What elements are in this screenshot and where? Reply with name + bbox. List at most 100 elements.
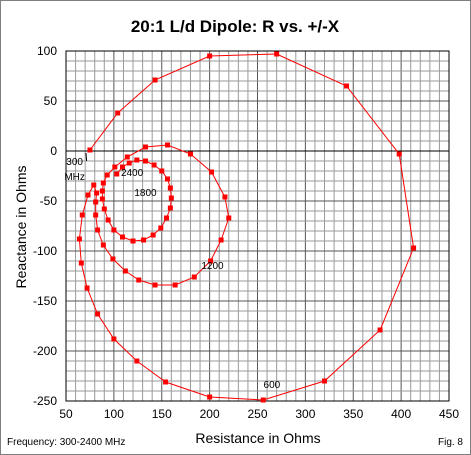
data-point-marker [100,242,106,248]
data-point-marker [119,164,125,170]
data-point-marker [226,215,232,221]
data-point-marker [322,378,328,384]
footer-frequency-note: Frequency: 300-2400 MHz [7,437,125,448]
plot-area-border [65,50,450,402]
data-point-marker [274,51,280,57]
data-point-marker [100,180,106,186]
grid [66,51,449,401]
x-tick-label: 350 [343,407,363,421]
y-tick-label: -50 [40,194,58,208]
data-point-marker [94,190,100,196]
data-point-marker [191,274,197,280]
frequency-label: 600 [264,380,281,391]
data-point-marker [101,206,107,212]
frequency-label: 300 [66,157,83,168]
data-point-marker [159,168,165,174]
data-point-marker [93,199,99,205]
data-point-marker [79,212,85,218]
x-tick-label: 300 [295,407,315,421]
data-point-marker [152,77,158,83]
frequency-label: 2400 [121,168,144,179]
data-point-marker [91,182,97,188]
data-point-marker [84,285,90,291]
data-point-marker [95,227,101,233]
data-point-marker [222,194,228,200]
x-tick-label: 50 [59,407,73,421]
data-point-marker [124,154,130,160]
data-point-marker [110,256,116,262]
data-point-marker [207,53,213,59]
data-point-marker [99,188,105,194]
data-point-marker [158,225,164,231]
data-point-marker [164,176,170,182]
data-point-marker [134,157,140,163]
data-point-marker [130,238,136,244]
data-point-marker [142,158,148,164]
y-axis-label: Reactance in Ohms [13,166,29,289]
y-tick-label: -100 [33,244,57,258]
data-point-marker [377,327,383,333]
data-point-marker [134,358,140,364]
data-point-marker [122,268,128,274]
data-point-marker [93,212,99,218]
data-point-marker [151,162,157,168]
x-tick-label: 100 [104,407,124,421]
data-point-marker [136,277,142,283]
data-point-marker [218,237,224,243]
data-point-marker [111,336,117,342]
y-tick-label: -200 [33,344,57,358]
y-tick-label: 0 [50,144,57,158]
data-point-marker [260,397,266,403]
y-tick-label: 50 [44,94,58,108]
data-point-marker [119,234,125,240]
data-point-marker [112,164,118,170]
data-point-marker [105,217,111,223]
x-tick-label: 450 [439,407,459,421]
y-tick-labels: 100 50 0 -50 -100 -150 -200 -250 [33,44,57,408]
data-point-marker [78,260,84,266]
data-point-marker [142,144,148,150]
data-point-marker [164,142,170,148]
x-tick-label: 250 [247,407,267,421]
series-line [78,53,415,401]
data-point-marker [126,160,132,166]
frequency-label: MHz [64,172,85,183]
data-point-marker [85,192,91,198]
x-tick-labels: 50 100 150 200 250 300 350 400 450 [59,407,459,421]
data-point-marker [396,151,402,157]
data-point-marker [167,205,173,211]
data-point-marker [114,171,120,177]
data-point-marker [163,379,169,385]
data-point-marker [209,169,215,175]
data-point-marker [150,232,156,238]
x-tick-label: 200 [200,407,220,421]
data-point-marker [167,185,173,191]
data-point-marker [208,258,214,264]
data-point-marker [87,147,93,153]
x-tick-label: 400 [391,407,411,421]
data-point-marker [76,236,82,242]
data-point-marker [164,215,170,221]
data-point-marker [172,282,178,288]
frequency-label: 1200 [201,261,224,272]
frequency-label: 1800 [134,188,157,199]
data-point-marker [104,172,110,178]
data-point-marker [141,237,147,243]
data-point-marker [99,196,105,202]
y-tick-label: -150 [33,294,57,308]
chart-title: 20:1 L/d Dipole: R vs. +/-X [131,17,340,36]
data-point-marker [111,227,117,233]
x-axis-label: Resistance in Ohms [195,430,320,446]
data-point-marker [344,83,350,89]
data-point-marker [207,394,213,400]
data-point-marker [152,282,158,288]
data-point-marker [411,245,417,251]
frequency-annotations: 300 MHz 600 1200 1800 2400 [64,152,281,391]
y-tick-label: -250 [33,394,57,408]
x-tick-label: 150 [152,407,172,421]
data-point-marker [95,311,101,317]
footer-figure-number: Fig. 8 [438,437,463,448]
series-impedance-curve [76,51,417,403]
